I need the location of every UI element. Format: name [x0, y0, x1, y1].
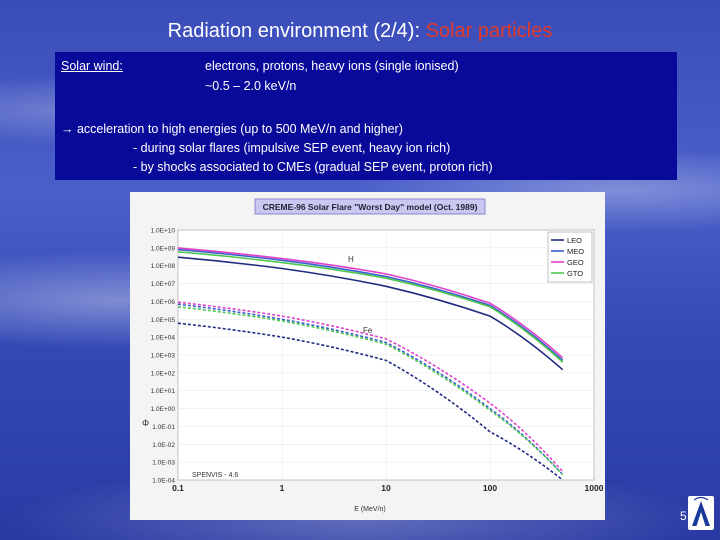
institute-logo-icon: [688, 496, 714, 530]
solar-wind-label: Solar wind:: [61, 59, 123, 73]
chart-legend: LEO MEO GEO GTO: [547, 231, 593, 283]
slide-title-main: Radiation environment (2/4):: [167, 20, 426, 42]
bullet-solar-flares: - during solar flares (impulsive SEP eve…: [133, 141, 451, 155]
y-tick-label: 1.0E+05: [151, 317, 176, 324]
solar-wind-composition: electrons, protons, heavy ions (single i…: [205, 59, 459, 73]
series-line-leo-fe: [177, 322, 564, 481]
slide-title: Radiation environment (2/4): Solar parti…: [0, 20, 720, 43]
x-tick-label: 10: [381, 483, 391, 493]
series-line-gto-h: [177, 251, 564, 363]
page-number: 5: [680, 509, 687, 523]
solar-wind-box: Solar wind: electrons, protons, heavy io…: [55, 52, 677, 180]
y-tick-label: 1.0E-04: [152, 478, 175, 485]
series-line-leo-h: [177, 256, 564, 371]
solar-wind-energy: ~0.5 – 2.0 keV/n: [205, 79, 297, 93]
y-tick-label: 1.0E+00: [151, 406, 176, 413]
flux-chart-svg: CREME-96 Solar Flare "Worst Day" model (…: [130, 192, 605, 520]
series-line-geo-fe: [177, 301, 564, 473]
annotation-source: SPENVIS - 4.6: [192, 472, 238, 479]
y-axis-label: Φ: [142, 418, 149, 428]
y-tick-label: 1.0E+02: [151, 370, 176, 377]
chart-title-box: [254, 198, 486, 215]
y-tick-label: 1.0E+03: [151, 353, 176, 360]
y-tick-label: 1.0E+09: [151, 245, 176, 252]
y-tick-label: 1.0E+07: [151, 281, 176, 288]
x-axis-label: E (MeV/n): [354, 506, 386, 513]
series-line-gto-fe: [177, 306, 564, 476]
slide-title-highlight: Solar particles: [425, 20, 553, 42]
x-tick-label: 100: [483, 483, 497, 493]
legend-label-meo: MEO: [567, 247, 584, 256]
y-tick-label: 1.0E+04: [151, 335, 176, 342]
series-line-meo-fe: [177, 303, 564, 476]
y-tick-label: 1.0E+01: [151, 388, 176, 395]
y-tick-label: 1.0E-03: [152, 460, 175, 467]
flux-chart: CREME-96 Solar Flare "Worst Day" model (…: [130, 192, 605, 520]
annotation-h: H: [348, 255, 354, 264]
bullet-cme-shocks: - by shocks associated to CMEs (gradual …: [133, 160, 493, 174]
y-tick-label: 1.0E+06: [151, 299, 176, 306]
chart-title: CREME-96 Solar Flare "Worst Day" model (…: [263, 202, 478, 212]
legend-label-geo: GEO: [567, 258, 584, 267]
x-tick-label: 1000: [585, 483, 604, 493]
series-line-geo-h: [177, 247, 564, 359]
y-tick-label: 1.0E-02: [152, 442, 175, 449]
acceleration-text: → acceleration to high energies (up to 5…: [61, 122, 403, 136]
series-line-meo-h: [177, 248, 564, 361]
x-tick-label: 1: [280, 483, 285, 493]
annotation-fe: Fe: [363, 326, 373, 335]
x-tick-label: 0.1: [172, 483, 184, 493]
y-tick-label: 1.0E-01: [152, 424, 175, 431]
legend-label-gto: GTO: [567, 269, 583, 278]
legend-label-leo: LEO: [567, 236, 582, 245]
y-tick-label: 1.0E+08: [151, 263, 176, 270]
y-tick-label: 1.0E+10: [151, 228, 176, 235]
